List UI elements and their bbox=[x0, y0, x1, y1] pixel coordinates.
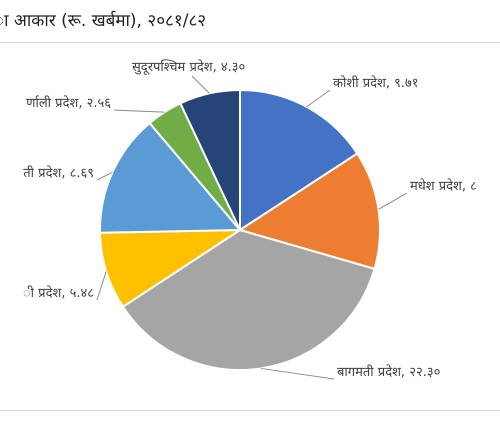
chart-frame-top bbox=[0, 42, 500, 43]
slice-label: मधेश प्रदेश, ८ bbox=[410, 178, 477, 194]
leader-line bbox=[306, 89, 331, 108]
slice-label: ती प्रदेश, ८.६९ bbox=[23, 165, 94, 181]
slice-label: र्णाली प्रदेश, २.५६ bbox=[26, 95, 111, 111]
slice-label: बागमती प्रदेश, २२.३० bbox=[337, 364, 440, 380]
slice-label: कोशी प्रदेश, ९.७१ bbox=[333, 75, 419, 91]
leader-line bbox=[260, 367, 335, 380]
chart-title: ा आकार (रू. खर्बमा), २०८१/८२ bbox=[0, 11, 207, 31]
leader-line bbox=[96, 271, 107, 301]
slice-label: सुदूरपश्चिम प्रदेश, ४.३० bbox=[132, 59, 245, 75]
pie-slice bbox=[121, 228, 376, 371]
pie-slice bbox=[239, 88, 359, 232]
leader-line bbox=[113, 109, 165, 113]
leader-line bbox=[378, 192, 408, 210]
chart-frame-bottom bbox=[0, 410, 500, 411]
leader-line bbox=[96, 171, 113, 181]
slice-label: ी प्रदेश, ५.४८ bbox=[23, 285, 94, 301]
pie-slice bbox=[99, 121, 243, 234]
pie-slice bbox=[179, 88, 241, 231]
leader-line bbox=[191, 75, 210, 94]
